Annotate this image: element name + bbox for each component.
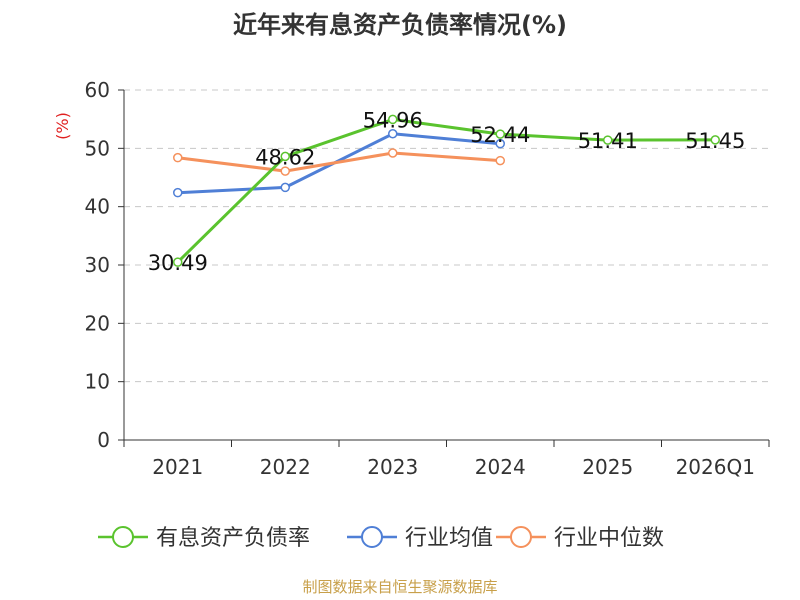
x-tick-label: 2025 [582, 455, 633, 479]
y-tick-label: 30 [85, 253, 110, 277]
data-point [173, 257, 183, 267]
source-note: 制图数据来自恒生聚源数据库 [302, 578, 497, 596]
y-axis-label: (%) [53, 112, 72, 140]
data-label: 30.49 [148, 251, 208, 275]
y-tick-label: 60 [85, 78, 110, 102]
y-tick-label: 20 [85, 311, 110, 335]
data-label: 54.96 [363, 108, 423, 132]
data-point [280, 151, 290, 162]
data-label: 48.62 [255, 145, 315, 169]
legend-marker [510, 526, 532, 548]
data-point [388, 148, 398, 158]
series-line [176, 117, 716, 264]
data-point [495, 138, 505, 149]
y-tick-label: 0 [97, 428, 110, 452]
legend-item[interactable]: 有息资产负债率 [98, 526, 310, 551]
y-tick-label: 50 [85, 136, 110, 160]
y-tick-label: 40 [85, 195, 110, 219]
legend-marker [112, 526, 134, 548]
data-labels: 30.49 48.62 54.96 52.44 51.41 51.45 [148, 108, 746, 275]
axes: 0 10 20 30 40 50 60 2021 2022 2023 2024 2025 2026Q1 [85, 78, 770, 479]
legend-label: 行业均值 [405, 526, 493, 551]
x-tick-label: 2023 [367, 455, 418, 479]
data-label: 52.44 [470, 123, 530, 147]
legend-label: 有息资产负债率 [156, 526, 310, 551]
legend-marker [361, 526, 383, 548]
x-tick-label: 2021 [152, 455, 203, 479]
x-tick-label: 2026Q1 [676, 455, 755, 479]
legend-item[interactable]: 行业均值 [347, 526, 493, 551]
data-point [710, 135, 720, 145]
chart-title: 近年来有息资产负债率情况(%) [233, 11, 567, 39]
x-tick-label: 2024 [475, 455, 526, 479]
x-tick-label: 2022 [260, 455, 311, 479]
data-label: 51.45 [685, 129, 745, 153]
data-point [173, 187, 183, 198]
data-label: 51.41 [578, 129, 638, 153]
legend[interactable]: 有息资产负债率 行业均值 行业中位数 [98, 526, 664, 551]
y-tick-label: 10 [85, 370, 110, 394]
data-point [603, 135, 613, 145]
series-lines [173, 114, 720, 267]
grid-lines [124, 89, 769, 383]
data-point [495, 129, 505, 139]
series-line [177, 151, 501, 173]
data-point [173, 152, 183, 163]
data-point [495, 155, 505, 166]
data-point [388, 129, 398, 139]
data-point [280, 166, 290, 176]
data-point [280, 182, 290, 193]
data-point [388, 114, 398, 125]
legend-label: 行业中位数 [554, 526, 664, 551]
legend-item[interactable]: 行业中位数 [496, 526, 664, 551]
